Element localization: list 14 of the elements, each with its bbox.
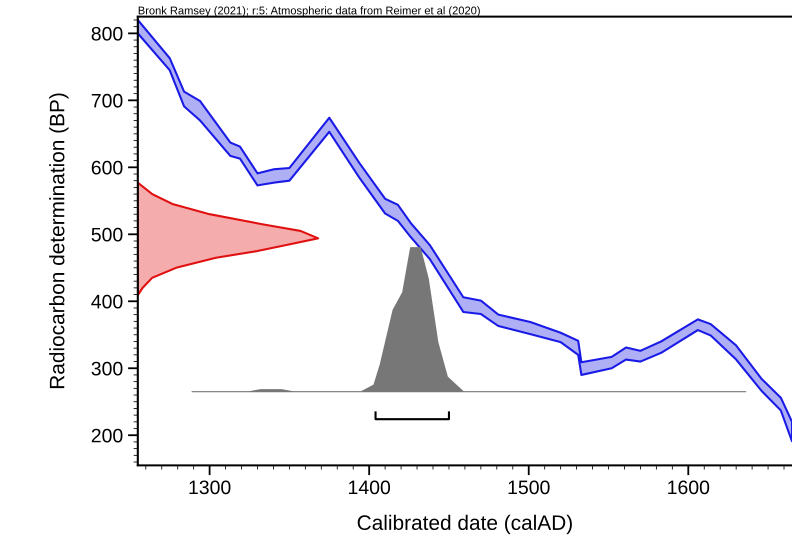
x-tick-label: 1300	[189, 480, 230, 494]
y-tick-label: 200	[92, 428, 122, 442]
x-tick-label: 1600	[668, 480, 710, 494]
x-tick-label: 1400	[349, 480, 390, 494]
x-axis-title: Calibrated date (calAD)	[358, 514, 572, 534]
y-tick-label: 800	[92, 26, 122, 41]
y-axis-title: Radiocarbon determination (BP)	[49, 93, 69, 388]
y-tick-label: 600	[92, 160, 122, 175]
y-tick-label: 300	[92, 362, 122, 376]
x-tick-label: 1500	[508, 480, 550, 494]
y-tick-label: 700	[92, 94, 122, 108]
y-tick-label: 500	[92, 228, 122, 242]
y-tick-label: 400	[91, 294, 122, 309]
chart-title: Bronk Ramsey (2021); r:5: Atmospheric data from Reimer et al (2020)	[138, 6, 480, 17]
